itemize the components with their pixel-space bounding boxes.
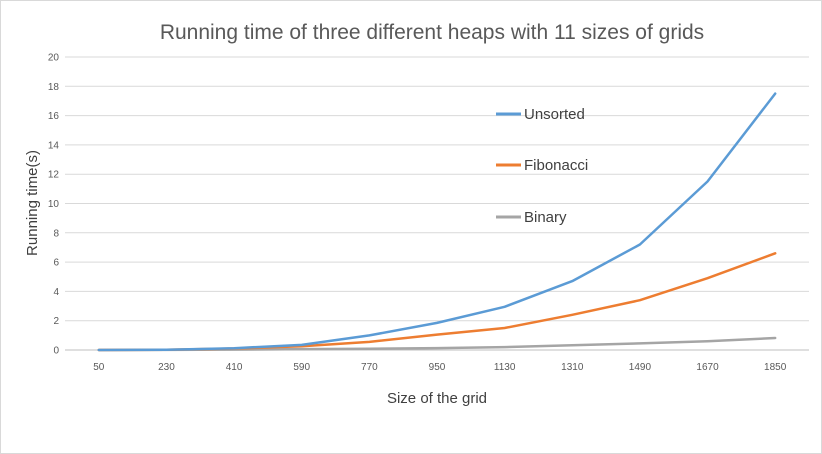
x-axis-title: Size of the grid [387, 390, 487, 407]
legend-label-binary: Binary [524, 209, 567, 226]
y-tick-label: 14 [48, 140, 60, 151]
series-line-fibonacci [97, 252, 777, 352]
y-tick-label: 16 [48, 111, 60, 122]
series-lines [97, 92, 777, 352]
y-tick-label: 18 [48, 82, 60, 93]
x-tick-label: 1130 [494, 362, 516, 373]
y-tick-label: 6 [53, 258, 59, 269]
y-tick-label: 12 [48, 170, 60, 181]
x-tick-label: 770 [361, 362, 378, 373]
y-tick-label: 0 [53, 346, 59, 357]
x-tick-label: 230 [158, 362, 175, 373]
y-tick-label: 10 [48, 199, 60, 210]
y-axis-title: Running time(s) [24, 150, 41, 256]
x-axis-ticks: 50 230 410 590 770 950 1130 1310 1490 1670 1850 [93, 362, 786, 373]
x-tick-label: 1490 [629, 362, 652, 373]
x-tick-label: 1850 [764, 362, 787, 373]
x-tick-label: 410 [226, 362, 243, 373]
y-tick-label: 2 [53, 316, 59, 327]
y-tick-label: 4 [53, 287, 59, 298]
legend-label-fibonacci: Fibonacci [524, 157, 588, 174]
x-tick-label: 1670 [696, 362, 719, 373]
chart-title: Running time of three different heaps wi… [160, 21, 704, 44]
legend-label-unsorted: Unsorted [524, 106, 585, 123]
y-tick-label: 20 [48, 53, 60, 64]
x-tick-label: 590 [293, 362, 310, 373]
x-tick-label: 50 [93, 362, 105, 373]
x-tick-label: 1310 [561, 362, 584, 373]
legend: Unsorted Fibonacci Binary [496, 106, 588, 226]
gridlines [65, 56, 809, 351]
x-tick-label: 950 [429, 362, 446, 373]
y-tick-label: 8 [53, 228, 59, 239]
y-axis-ticks: 0 2 4 6 8 10 12 14 16 18 20 [48, 53, 60, 357]
series-line-unsorted [97, 92, 777, 352]
